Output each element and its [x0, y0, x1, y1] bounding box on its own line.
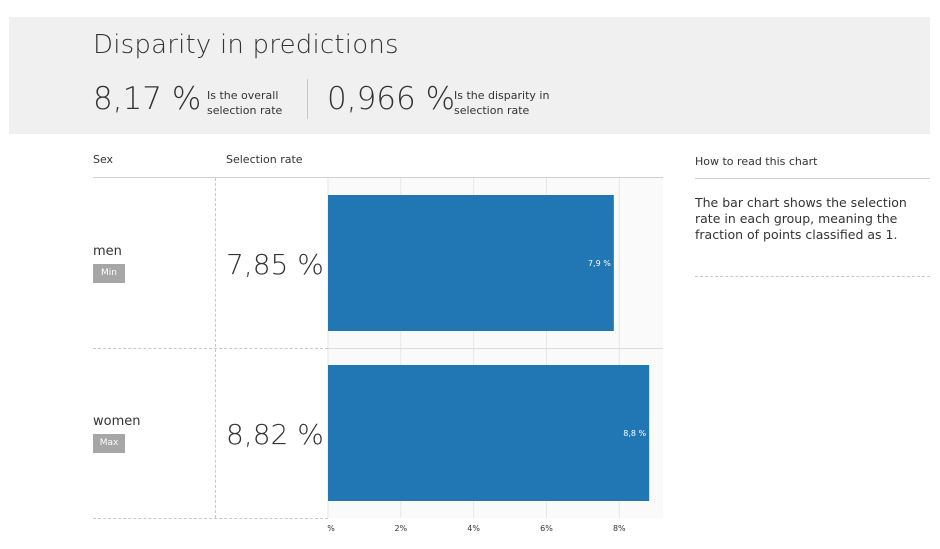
x-tick-label: 8%	[613, 524, 626, 533]
bar-men	[328, 195, 614, 331]
max-badge: Max	[93, 434, 125, 453]
column-header-selection-rate: Selection rate	[226, 153, 303, 166]
disparity-desc-line2: selection rate	[454, 104, 530, 117]
x-tick-label: 2%	[394, 524, 407, 533]
summary-banner: Disparity in predictions 8,17 % Is the o…	[9, 17, 930, 134]
metric-divider	[307, 79, 308, 119]
selection-rate-men: 7,85 %	[226, 248, 324, 281]
row-divider	[93, 348, 328, 349]
overall-rate-desc-line1: Is the overall	[207, 89, 279, 102]
disparity-desc: Is the disparity in selection rate	[454, 88, 549, 118]
table-bottom-divider	[93, 518, 328, 519]
how-to-read-text: The bar chart shows the selection rate i…	[695, 195, 907, 242]
selection-rate-women: 8,82 %	[226, 418, 324, 451]
data-label-women: 8,8 %	[623, 429, 646, 438]
chart-row-divider	[328, 348, 663, 349]
group-name-women: women	[93, 414, 141, 429]
data-label-men: 7,9 %	[588, 259, 611, 268]
page-title: Disparity in predictions	[93, 30, 399, 60]
column-header-sex: Sex	[93, 153, 114, 166]
x-tick-label: 4%	[467, 524, 480, 533]
how-to-read-divider	[695, 178, 930, 179]
x-tick-label: 6%	[540, 524, 553, 533]
bar-women	[328, 365, 650, 501]
overall-rate-desc: Is the overall selection rate	[207, 88, 282, 118]
overall-rate-value: 8,17 %	[93, 81, 202, 117]
group-name-men: men	[93, 244, 122, 259]
disparity-value: 0,966 %	[327, 81, 456, 117]
how-to-read-title: How to read this chart	[695, 155, 818, 168]
x-tick-label: %	[327, 524, 335, 533]
table-header-divider	[93, 177, 663, 178]
overall-rate-desc-line2: selection rate	[207, 104, 283, 117]
min-badge: Min	[93, 264, 125, 283]
how-to-read-bottom-divider	[695, 276, 930, 277]
disparity-desc-line1: Is the disparity in	[454, 89, 550, 102]
